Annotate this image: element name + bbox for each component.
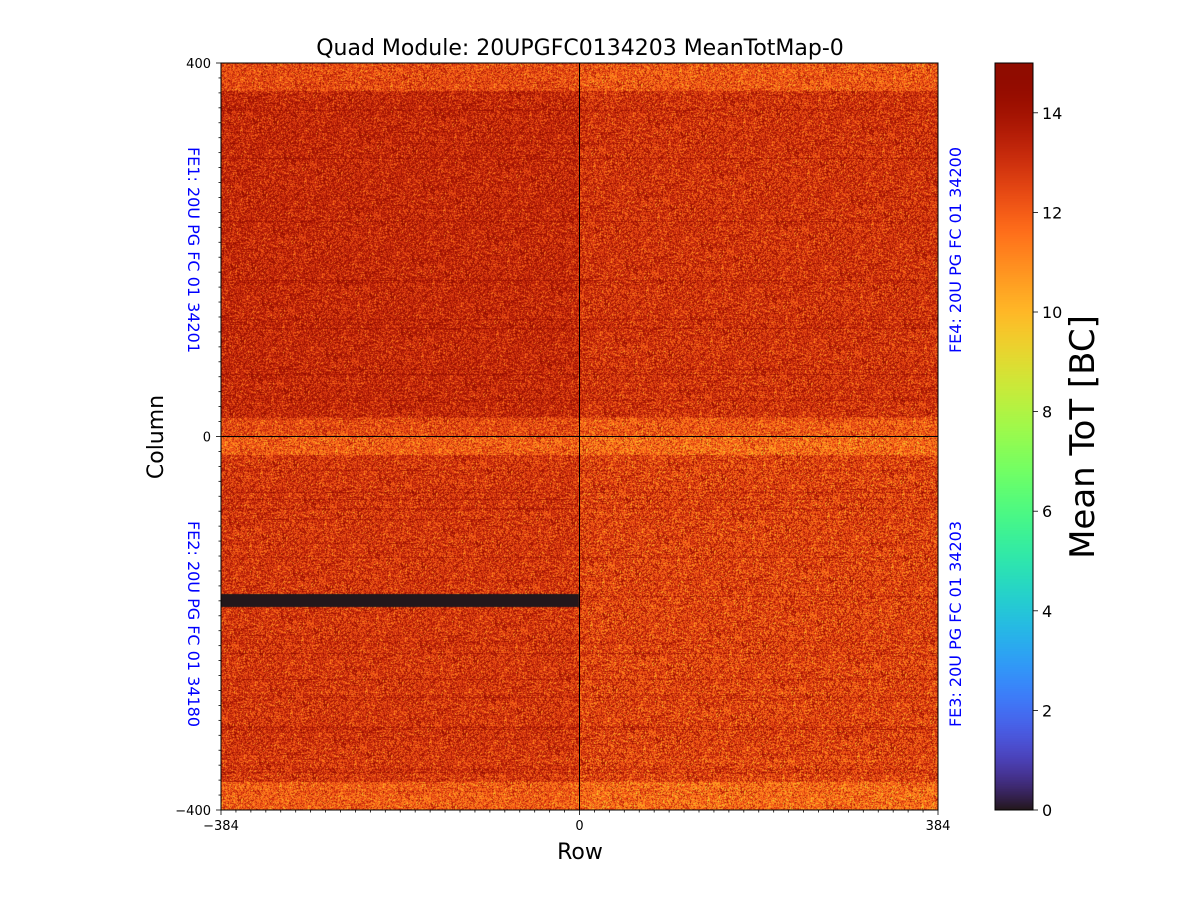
x-tick-label: −384 bbox=[203, 819, 239, 834]
x-axis-ticks: −384 0 384 bbox=[203, 810, 950, 834]
fe-label: FE2: 20U PG FC 01 34180 bbox=[184, 521, 203, 727]
colorbar-tick-label: 6 bbox=[1042, 502, 1052, 521]
fe-label: FE3: 20U PG FC 01 34203 bbox=[946, 521, 965, 727]
x-tick-label: 384 bbox=[926, 819, 951, 834]
chart-title: Quad Module: 20UPGFC0134203 MeanTotMap-0 bbox=[316, 36, 844, 61]
colorbar-axis: 0 2 4 6 8 10 12 14 bbox=[1033, 104, 1062, 820]
x-tick-label: 0 bbox=[575, 819, 583, 834]
colorbar-label: Mean ToT [BC] bbox=[1063, 315, 1103, 559]
x-axis-label: Row bbox=[557, 840, 603, 865]
fe-labels: FE1: 20U PG FC 01 34201 FE4: 20U PG FC 01… bbox=[184, 147, 965, 727]
fe-label: FE4: 20U PG FC 01 34200 bbox=[946, 147, 965, 353]
y-tick-label: 400 bbox=[186, 57, 211, 72]
colorbar-tick-label: 2 bbox=[1042, 701, 1052, 720]
fe-label: FE1: 20U PG FC 01 34201 bbox=[184, 147, 203, 353]
colorbar-tick-label: 14 bbox=[1042, 104, 1062, 123]
colorbar-tick-label: 10 bbox=[1042, 303, 1062, 322]
colorbar-gradient bbox=[995, 63, 1033, 810]
heatmap-image bbox=[221, 63, 938, 810]
y-axis-label: Column bbox=[144, 395, 169, 479]
colorbar-tick-label: 8 bbox=[1042, 403, 1052, 422]
y-tick-label: −400 bbox=[175, 804, 211, 819]
colorbar-tick-label: 0 bbox=[1042, 801, 1052, 820]
colorbar-tick-label: 12 bbox=[1042, 203, 1062, 222]
colorbar-tick-label: 4 bbox=[1042, 602, 1052, 621]
y-tick-label: 0 bbox=[203, 431, 211, 446]
